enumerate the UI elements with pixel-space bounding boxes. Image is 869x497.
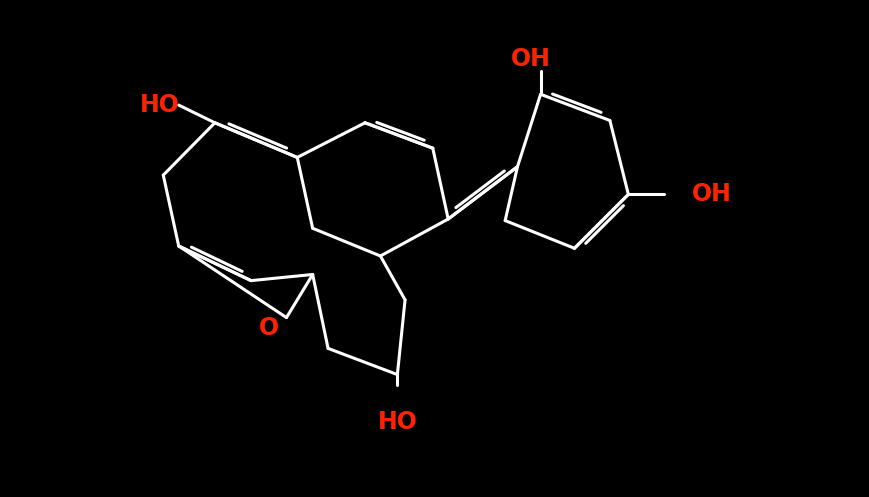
Text: OH: OH xyxy=(692,182,732,206)
Text: OH: OH xyxy=(510,47,550,71)
Text: HO: HO xyxy=(140,93,180,117)
Text: HO: HO xyxy=(377,410,417,434)
Text: O: O xyxy=(258,317,279,340)
